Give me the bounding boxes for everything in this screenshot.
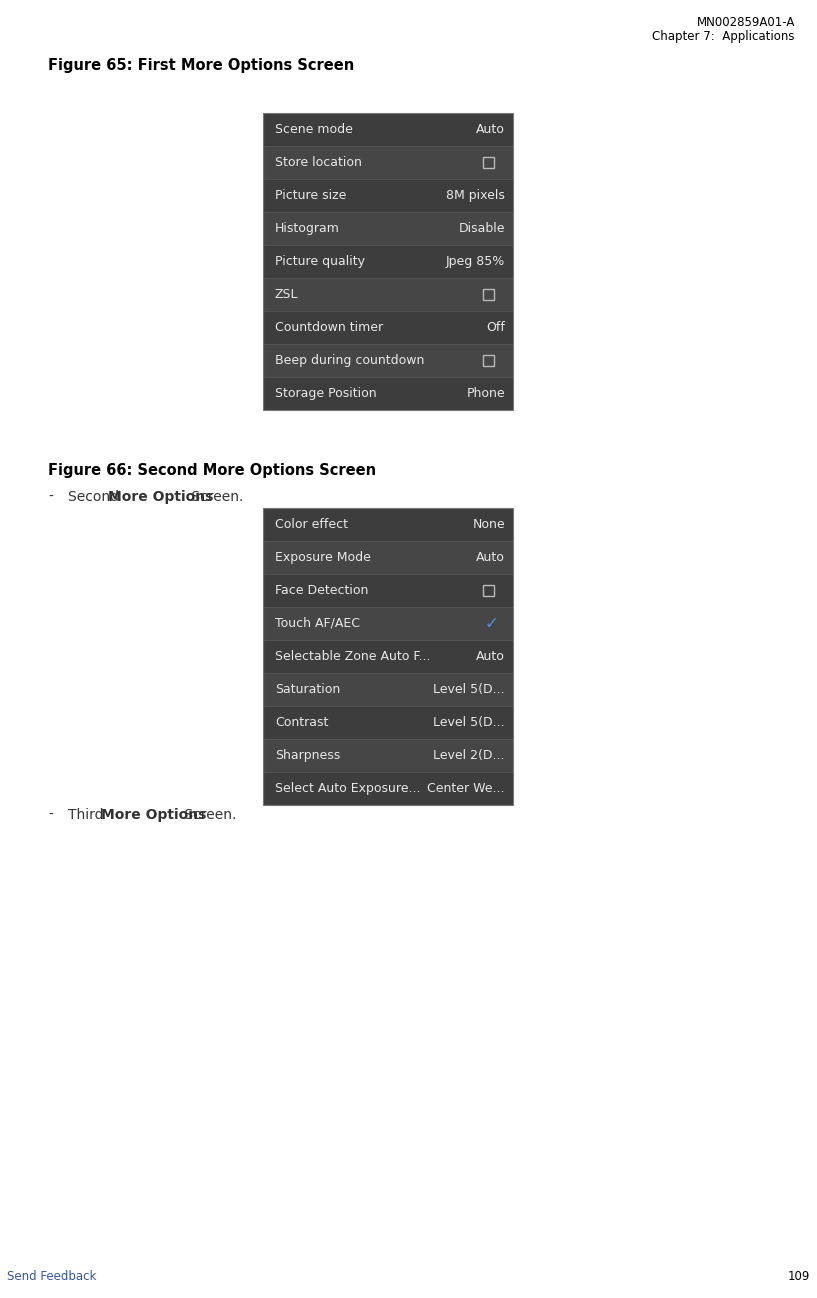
Text: Jpeg 85%: Jpeg 85%: [446, 254, 505, 267]
Text: -: -: [48, 807, 53, 822]
Text: None: None: [472, 518, 505, 531]
Text: Figure 66: Second More Options Screen: Figure 66: Second More Options Screen: [48, 463, 376, 478]
Text: Histogram: Histogram: [275, 222, 340, 235]
Text: Touch AF/AEC: Touch AF/AEC: [275, 617, 360, 630]
Text: 8M pixels: 8M pixels: [446, 190, 505, 202]
Bar: [263, 672, 513, 706]
Text: Countdown timer: Countdown timer: [275, 321, 383, 334]
Text: Store location: Store location: [275, 156, 362, 169]
Text: Disable: Disable: [458, 222, 505, 235]
Text: -: -: [48, 491, 53, 504]
Text: Saturation: Saturation: [275, 683, 340, 696]
Text: Level 2(D...: Level 2(D...: [434, 749, 505, 762]
Text: Phone: Phone: [467, 387, 505, 400]
Text: ZSL: ZSL: [275, 288, 298, 301]
Bar: [263, 113, 513, 410]
Text: Contrast: Contrast: [275, 716, 328, 729]
Text: Face Detection: Face Detection: [275, 584, 368, 597]
Bar: [263, 344, 513, 376]
Text: Screen.: Screen.: [187, 491, 243, 504]
Text: Send Feedback: Send Feedback: [7, 1269, 96, 1282]
Bar: [484, 354, 494, 366]
Text: Auto: Auto: [476, 123, 505, 136]
Text: Storage Position: Storage Position: [275, 387, 377, 400]
Text: Off: Off: [486, 321, 505, 334]
Bar: [263, 508, 513, 805]
Text: Level 5(D...: Level 5(D...: [433, 716, 505, 729]
Text: Auto: Auto: [476, 550, 505, 565]
Text: Beep during countdown: Beep during countdown: [275, 354, 424, 367]
Bar: [484, 289, 494, 300]
Text: Scene mode: Scene mode: [275, 123, 353, 136]
Bar: [263, 113, 513, 410]
Bar: [263, 541, 513, 574]
Text: Second: Second: [68, 491, 123, 504]
Bar: [263, 145, 513, 179]
Text: Figure 65: First More Options Screen: Figure 65: First More Options Screen: [48, 58, 355, 73]
Bar: [263, 607, 513, 640]
Text: Auto: Auto: [476, 650, 505, 663]
Text: Sharpness: Sharpness: [275, 749, 340, 762]
Bar: [263, 508, 513, 805]
Text: More Options: More Options: [108, 491, 213, 504]
Bar: [484, 157, 494, 167]
Text: ✓: ✓: [484, 614, 498, 632]
Text: Chapter 7:  Applications: Chapter 7: Applications: [653, 30, 795, 43]
Text: Exposure Mode: Exposure Mode: [275, 550, 371, 565]
Text: Center We...: Center We...: [427, 781, 505, 794]
Text: Picture quality: Picture quality: [275, 254, 365, 267]
Text: Third: Third: [68, 807, 108, 822]
Text: 109: 109: [788, 1269, 810, 1282]
Text: MN002859A01-A: MN002859A01-A: [697, 16, 795, 29]
Text: Level 5(D...: Level 5(D...: [433, 683, 505, 696]
Text: Color effect: Color effect: [275, 518, 348, 531]
Text: Select Auto Exposure...: Select Auto Exposure...: [275, 781, 421, 794]
Text: Screen.: Screen.: [180, 807, 236, 822]
Bar: [263, 739, 513, 772]
Bar: [263, 212, 513, 245]
Text: Selectable Zone Auto F...: Selectable Zone Auto F...: [275, 650, 431, 663]
Text: Picture size: Picture size: [275, 190, 346, 202]
Bar: [484, 585, 494, 596]
Bar: [263, 278, 513, 312]
Text: More Options: More Options: [101, 807, 207, 822]
